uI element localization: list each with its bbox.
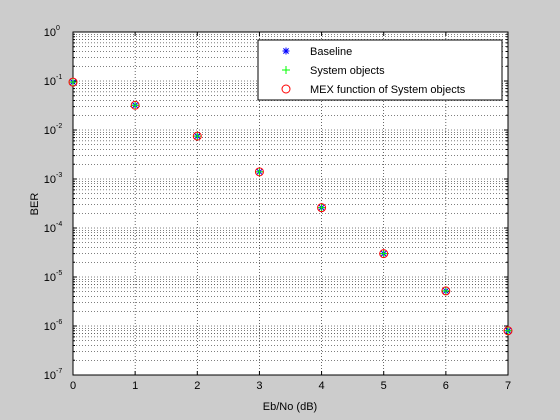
data-point-circle [192, 131, 202, 141]
legend: Baseline System objects MEX function of Sy… [257, 39, 503, 101]
plot-border [72, 31, 509, 376]
y-axis-label: BER [29, 193, 41, 216]
y-tick-label-base: 10 [44, 321, 56, 333]
legend-box [257, 39, 503, 101]
y-tick-label-base: 10 [44, 76, 56, 88]
data-point-circle [254, 167, 264, 177]
x-tick-label: 7 [505, 380, 511, 392]
legend-entry: MEX function of System objects [281, 84, 466, 96]
y-tick-label-base: 10 [44, 272, 56, 284]
data-point-circle [379, 249, 389, 259]
data-point-plus [193, 132, 202, 141]
y-tick-label: 10 -1 [44, 74, 63, 88]
x-tick-label: 4 [319, 380, 325, 392]
y-tick-label: 10 0 [44, 25, 60, 39]
series-circle [68, 77, 513, 336]
y-tick-label-exponent: -1 [56, 74, 62, 81]
series-plus [69, 78, 512, 335]
data-point-circle [503, 326, 513, 336]
legend-marker-asterisk [282, 47, 290, 55]
legend-label: System objects [310, 65, 385, 77]
legend-marker-circle [281, 84, 291, 94]
y-tick-label-exponent: -5 [56, 270, 62, 277]
x-tick-label: 6 [443, 380, 449, 392]
data-point-plus [255, 167, 264, 176]
y-tick-label-exponent: -2 [56, 123, 62, 130]
y-tick-label-exponent: -3 [56, 172, 62, 179]
x-tick-label: 5 [381, 380, 387, 392]
y-tick-label: 10 -2 [44, 123, 63, 137]
data-point-plus [441, 286, 450, 295]
y-tick-label: 10 -5 [44, 270, 63, 284]
x-axis-label: Eb/No (dB) [263, 401, 317, 413]
y-tick-label-base: 10 [44, 223, 56, 235]
legend-marker-plus [282, 66, 290, 74]
y-tick-label-exponent: -6 [56, 319, 62, 326]
data-point-plus [131, 101, 140, 110]
data-point-plus [504, 326, 512, 335]
x-tick-label: 1 [132, 380, 138, 392]
legend-label: Baseline [310, 46, 352, 58]
y-tick-label-base: 10 [44, 125, 56, 137]
y-tick-label-base: 10 [44, 27, 56, 39]
y-tick-label-exponent: -7 [56, 368, 62, 375]
x-tick-label: 0 [70, 380, 76, 392]
data-point-plus [379, 249, 388, 258]
data-point-circle [441, 286, 451, 296]
x-tick-labels: 0 1 2 3 4 5 6 7 [70, 380, 511, 392]
data-point-plus [69, 78, 77, 87]
legend-entries: Baseline System objects MEX function of Sy… [281, 46, 466, 96]
legend-entry: System objects [282, 65, 385, 77]
y-tick-label-base: 10 [44, 370, 56, 382]
y-tick-label: 10 -3 [44, 172, 63, 186]
y-tick-label: 10 -4 [44, 221, 63, 235]
x-tick-label: 3 [256, 380, 262, 392]
y-tick-label-base: 10 [44, 174, 56, 186]
x-tick-label: 2 [194, 380, 200, 392]
data-point-circle [68, 77, 78, 87]
y-tick-label: 10 -7 [44, 368, 63, 382]
legend-label: MEX function of System objects [310, 84, 466, 96]
data-point-plus [317, 203, 326, 212]
y-tick-label-exponent: -4 [56, 221, 62, 228]
y-tick-label-exponent: 0 [56, 25, 60, 32]
data-point-circle [130, 100, 140, 110]
y-tick-label: 10 -6 [44, 319, 63, 333]
data-markers [68, 77, 513, 336]
data-point-circle [317, 203, 327, 213]
legend-entry: Baseline [282, 46, 352, 58]
